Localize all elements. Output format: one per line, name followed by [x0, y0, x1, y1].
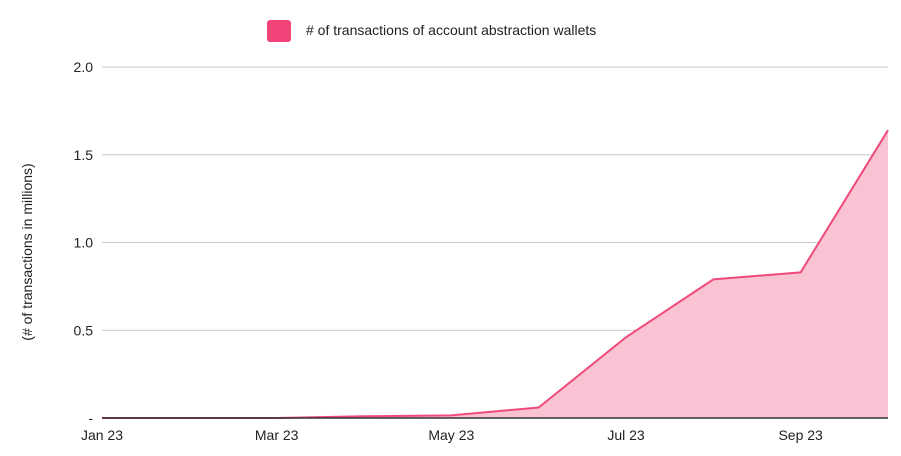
y-tick-label: 1.5: [74, 147, 94, 163]
series-area-layer: [101, 129, 889, 419]
y-tick-label: 1.0: [74, 235, 94, 251]
x-tick-label: Jul 23: [607, 427, 645, 443]
y-tick-label: 0.5: [74, 322, 94, 338]
y-axis: - 0.5 1.0 1.5 2.0: [74, 59, 94, 426]
x-tick-label: Sep 23: [778, 427, 823, 443]
series-area: [102, 130, 888, 418]
y-tick-label: 2.0: [74, 59, 94, 75]
x-tick-label: May 23: [428, 427, 474, 443]
legend: # of transactions of account abstraction…: [267, 20, 596, 42]
y-axis-title: (# of transactions in millions): [19, 163, 35, 340]
legend-label: # of transactions of account abstraction…: [306, 22, 596, 38]
x-tick-label: Mar 23: [255, 427, 299, 443]
x-tick-label: Jan 23: [81, 427, 123, 443]
y-tick-label: -: [88, 410, 93, 426]
x-axis: Jan 23 Mar 23 May 23 Jul 23 Sep 23: [81, 427, 823, 443]
legend-swatch: [267, 20, 291, 42]
